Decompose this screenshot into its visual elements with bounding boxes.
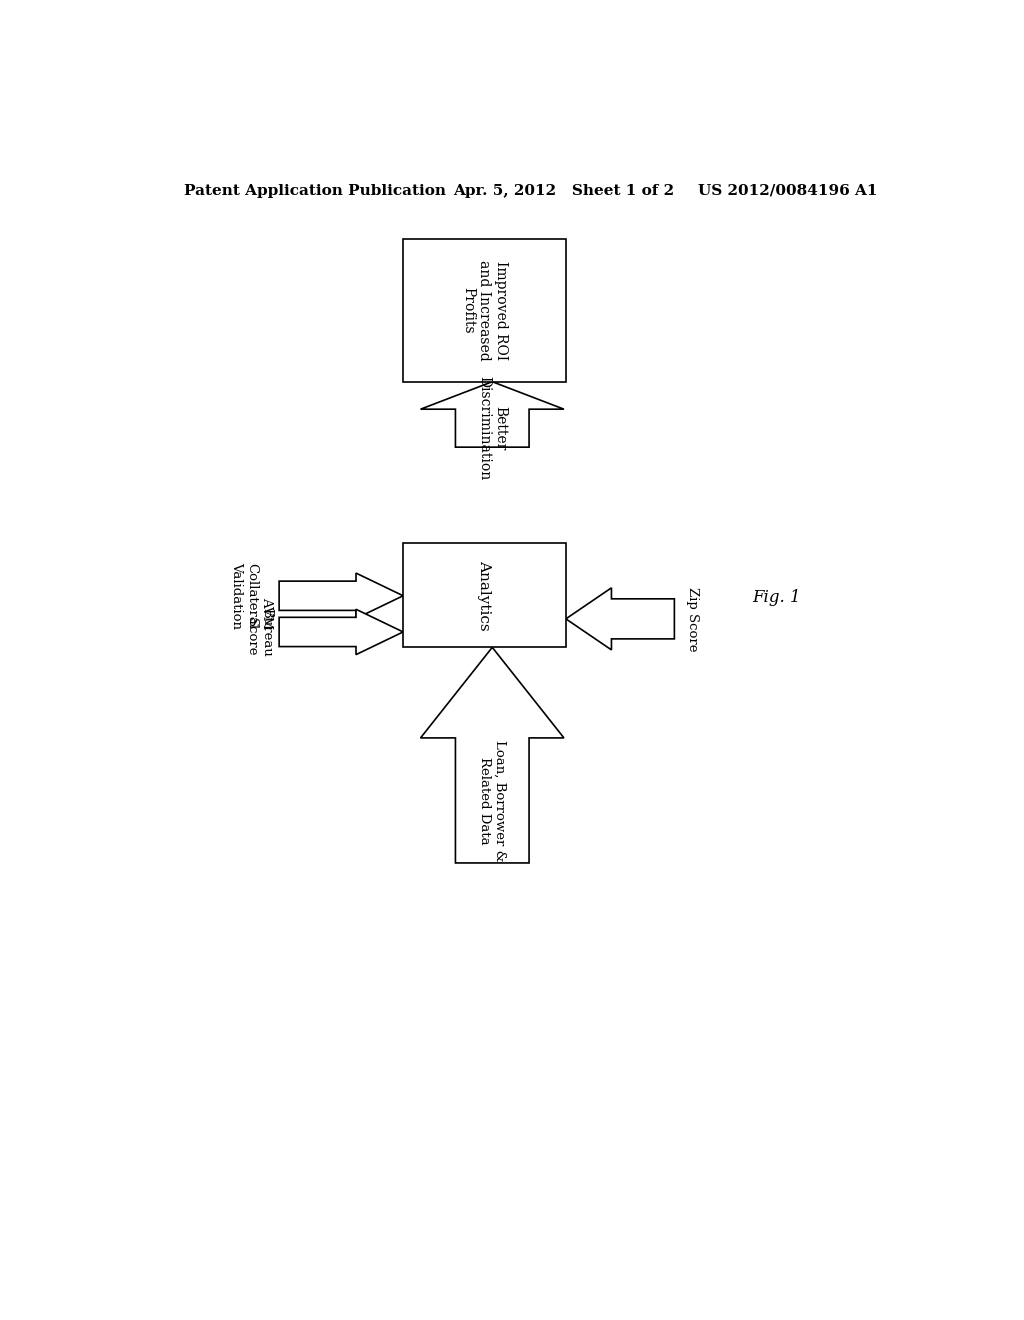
Text: Better
Discrimination: Better Discrimination: [477, 376, 507, 480]
Polygon shape: [566, 587, 675, 649]
Polygon shape: [280, 573, 403, 619]
Polygon shape: [280, 610, 403, 655]
Text: Improved ROI
and Increased
Profits: Improved ROI and Increased Profits: [461, 260, 508, 360]
Text: Zip Score: Zip Score: [686, 586, 699, 651]
Text: Patent Application Publication: Patent Application Publication: [183, 183, 445, 198]
Text: AVM
Collateral
Validation: AVM Collateral Validation: [230, 562, 273, 630]
Bar: [403, 239, 566, 381]
Text: Analytics: Analytics: [477, 560, 492, 631]
Text: Apr. 5, 2012   Sheet 1 of 2: Apr. 5, 2012 Sheet 1 of 2: [454, 183, 675, 198]
Text: US 2012/0084196 A1: US 2012/0084196 A1: [697, 183, 878, 198]
Text: Bureau
Score: Bureau Score: [245, 607, 273, 656]
Polygon shape: [421, 381, 564, 447]
Text: Loan, Borrower &
Related Data: Loan, Borrower & Related Data: [478, 739, 506, 861]
Bar: [403, 544, 566, 647]
Polygon shape: [421, 647, 564, 863]
Text: Fig. 1: Fig. 1: [752, 589, 801, 606]
